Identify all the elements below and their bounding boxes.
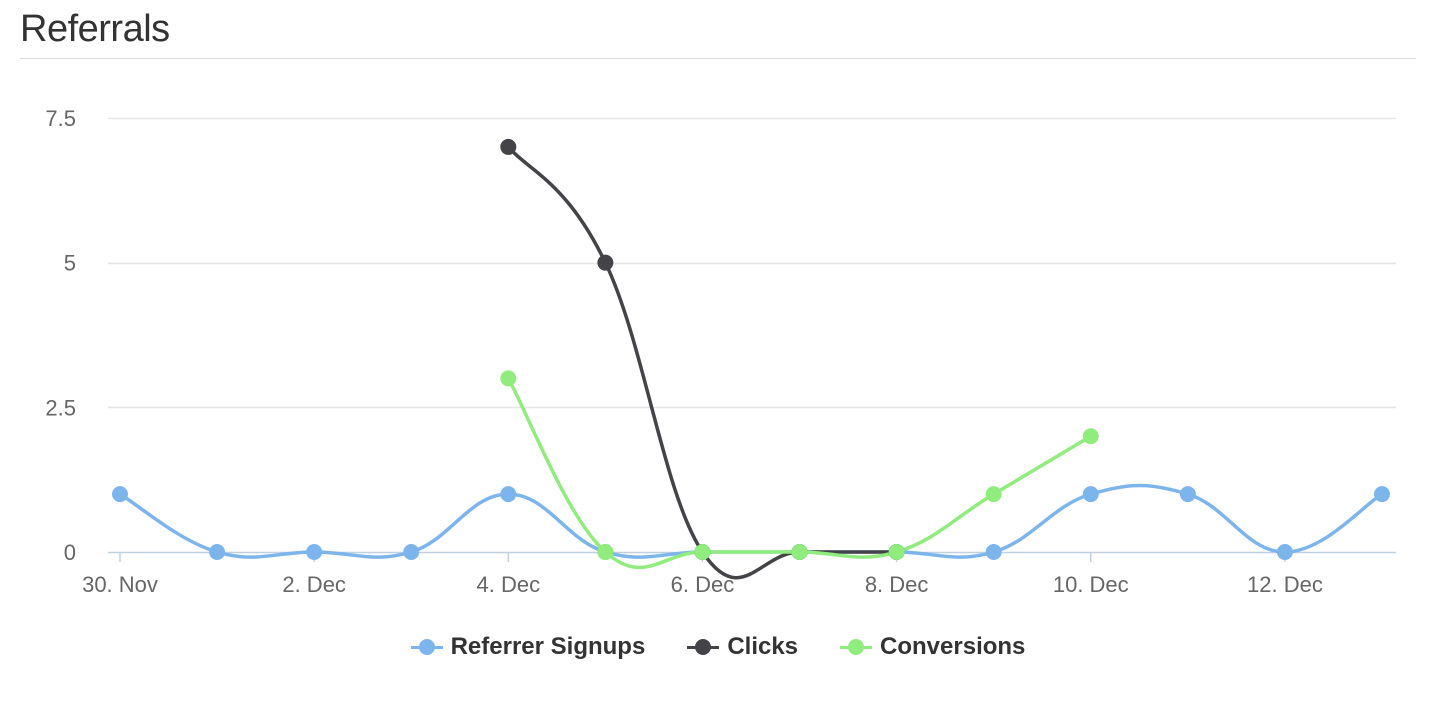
y-tick-label: 2.5: [45, 395, 76, 420]
legend-label-clicks: Clicks: [727, 633, 799, 660]
x-tick-label: 2. Dec: [282, 572, 346, 597]
series-markers: [112, 138, 1390, 560]
data-point-conversions[interactable]: [985, 486, 1002, 503]
data-point-clicks[interactable]: [500, 138, 517, 155]
legend-item-referrer-signups[interactable]: Referrer Signups: [410, 630, 646, 664]
data-point-conversions[interactable]: [888, 544, 905, 560]
series-line-clicks: [506, 145, 899, 580]
title-divider: [20, 58, 1416, 59]
grid-lines: [108, 117, 1396, 409]
x-tick-label: 30. Nov: [82, 572, 158, 597]
x-tick-label: 12. Dec: [1247, 572, 1323, 597]
legend-marker-conversions: [848, 639, 865, 655]
data-point-referrer-signups[interactable]: [112, 486, 128, 503]
data-point-referrer-signups[interactable]: [1374, 486, 1390, 503]
data-point-conversions[interactable]: [500, 370, 517, 387]
data-point-referrer-signups[interactable]: [209, 544, 226, 560]
y-tick-label: 7.5: [45, 106, 76, 131]
x-tick-label: 6. Dec: [671, 572, 735, 597]
data-point-conversions[interactable]: [694, 544, 711, 560]
legend-item-conversions[interactable]: Conversions: [840, 630, 1025, 664]
data-point-referrer-signups[interactable]: [985, 544, 1002, 560]
legend-marker-referrer-signups: [418, 639, 435, 655]
data-point-conversions[interactable]: [791, 544, 808, 560]
legend-item-clicks[interactable]: Clicks: [687, 630, 798, 664]
data-point-referrer-signups[interactable]: [1082, 486, 1099, 503]
data-point-clicks[interactable]: [597, 254, 614, 271]
data-point-referrer-signups[interactable]: [1179, 486, 1196, 503]
chart-legend: Referrer Signups Clicks Conversions: [0, 630, 1436, 664]
data-point-conversions[interactable]: [1082, 428, 1099, 445]
data-point-conversions[interactable]: [597, 544, 614, 560]
legend-label-conversions: Conversions: [880, 633, 1026, 660]
data-point-referrer-signups[interactable]: [403, 544, 420, 560]
x-tick-label: 8. Dec: [865, 572, 929, 597]
legend-marker-clicks: [695, 639, 712, 655]
legend-label-referrer-signups: Referrer Signups: [450, 633, 646, 660]
series-lines: [118, 145, 1384, 580]
x-axis-labels: 30. Nov 2. Dec 4. Dec 6. Dec 8. Dec 10. Dec 12…: [82, 572, 1323, 597]
y-tick-label: 5: [64, 251, 76, 276]
x-tick-label: 10. Dec: [1053, 572, 1129, 597]
y-tick-label: 0: [64, 540, 76, 565]
data-point-referrer-signups[interactable]: [306, 544, 323, 560]
legend-symbol-referrer-signups: [410, 630, 443, 664]
legend-symbol-conversions: [840, 630, 873, 664]
legend-symbol-clicks: [687, 630, 720, 664]
x-tick-label: 4. Dec: [477, 572, 541, 597]
data-point-referrer-signups[interactable]: [500, 486, 517, 503]
data-point-referrer-signups[interactable]: [1276, 544, 1293, 560]
y-axis-labels: 0 2.5 5 7.5: [45, 106, 76, 565]
page-title: Referrals: [20, 8, 170, 50]
